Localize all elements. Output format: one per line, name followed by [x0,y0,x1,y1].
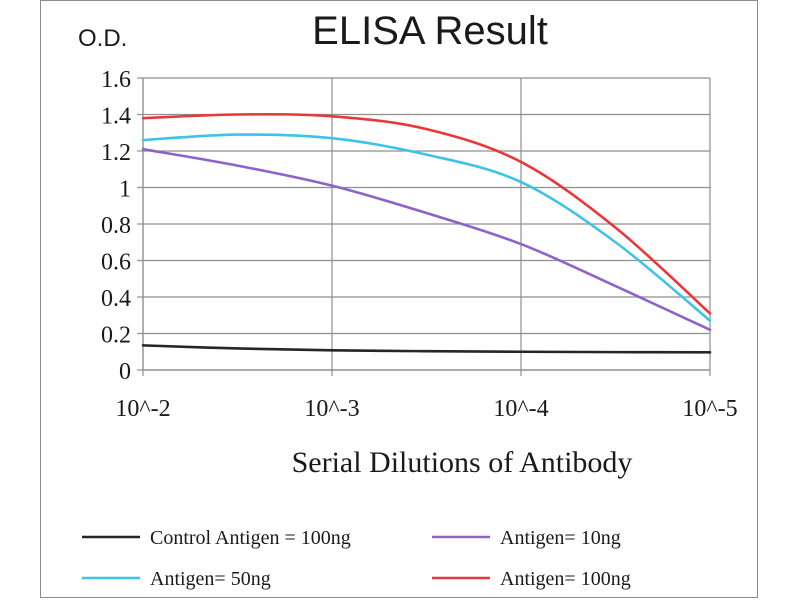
y-tick-label: 0.4 [101,286,131,312]
gridlines [143,77,711,370]
series-line-2 [141,133,712,323]
series-lines [141,113,712,354]
legend-label-0: Control Antigen = 100ng [150,527,351,549]
y-tick-label: 0.6 [101,250,131,276]
y-axis-label: O.D. [78,25,127,52]
y-tick-label: 1 [119,177,131,203]
y-tick-label: 1.4 [101,104,131,130]
series-line-0 [141,344,712,354]
y-tick-label: 1.6 [101,67,131,93]
x-tick-label: 10^-4 [493,396,548,422]
chart-frame [40,0,758,598]
x-tick-labels: 10^-2 10^-3 10^-4 10^-5 [115,396,737,422]
y-tick-label: 0.2 [101,323,131,349]
legend-label-3: Antigen= 100ng [500,568,631,590]
axes [137,77,711,376]
x-axis-label: Serial Dilutions of Antibody [292,446,633,479]
x-tick-label: 10^-5 [682,396,737,422]
series-line-1 [141,147,712,332]
legend-label-2: Antigen= 50ng [150,568,271,590]
legend: Control Antigen = 100ng Antigen= 10ng Anti… [82,527,631,590]
x-tick-label: 10^-2 [115,396,170,422]
x-tick-label: 10^-3 [304,396,359,422]
y-tick-label: 0 [119,359,131,385]
y-tick-labels: 0 0.2 0.4 0.6 0.8 1 1.2 1.4 1.6 [101,67,131,385]
series-line-3 [141,113,712,315]
legend-label-1: Antigen= 10ng [500,527,621,549]
y-tick-label: 0.8 [101,213,131,239]
y-tick-label: 1.2 [101,140,131,166]
chart-title: ELISA Result [312,9,548,53]
